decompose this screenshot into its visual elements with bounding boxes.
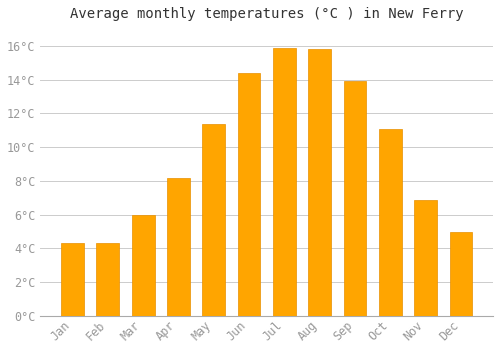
Bar: [344, 82, 366, 316]
Bar: [61, 243, 84, 316]
Bar: [308, 49, 331, 316]
Bar: [379, 129, 402, 316]
Bar: [132, 215, 154, 316]
Bar: [414, 199, 437, 316]
Bar: [450, 232, 472, 316]
Title: Average monthly temperatures (°C ) in New Ferry: Average monthly temperatures (°C ) in Ne…: [70, 7, 464, 21]
Bar: [96, 243, 119, 316]
Bar: [238, 73, 260, 316]
Bar: [202, 124, 225, 316]
Bar: [167, 177, 190, 316]
Bar: [273, 48, 296, 316]
